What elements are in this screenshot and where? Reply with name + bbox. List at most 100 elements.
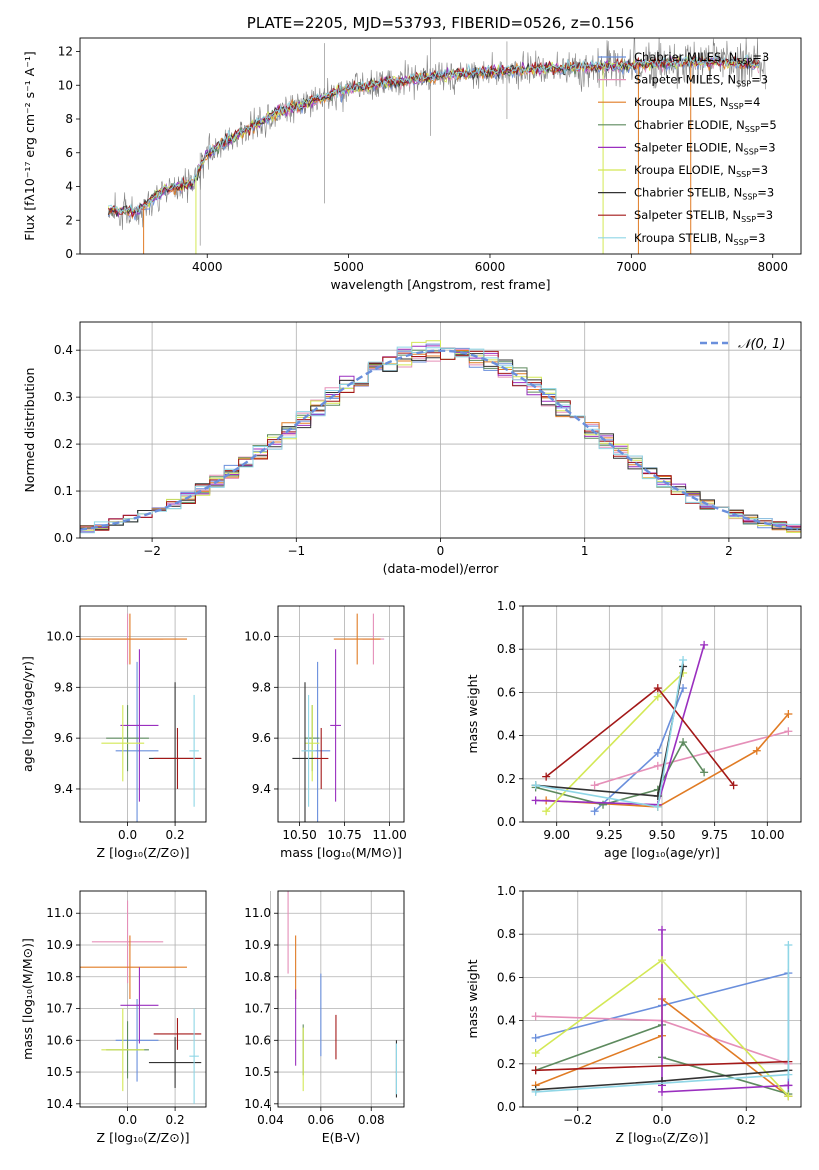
x-tick-label: 10.50 [282, 828, 316, 842]
legend-label: Chabrier STELIB, NSSP=3 [634, 186, 774, 202]
panel-weight_vs_age: 9.00 9.25 9.50 9.75 10.00 0.0 0.2 0.4 0.6 0.8 1.0 a… [465, 599, 802, 860]
panel-mass_vs_Z: 0.0 0.2 10.4 10.5 10.6 10.7 10.8 10.9 11.0 Z [log… [20, 890, 207, 1145]
axes-frame [522, 605, 802, 823]
legend-label: 𝒩(0, 1) [738, 337, 785, 352]
legend-label-text: Chabrier STELIB, N [634, 186, 742, 200]
legend-label-subscript: SSP [736, 80, 751, 89]
legend-label: Salpeter MILES, NSSP=3 [634, 73, 768, 89]
weight-line-salpeter-stelib [535, 1060, 789, 1072]
y-tick-label: 12 [58, 45, 73, 59]
y-tick-label: 9.6 [252, 731, 271, 745]
legend-label-text: Kroupa STELIB, N [634, 231, 734, 245]
legend-label: Kroupa MILES, NSSP=4 [634, 95, 760, 111]
weight-line-salpeter-miles [594, 730, 789, 787]
x-axis-label: age [log₁₀(age/yr)] [604, 845, 720, 860]
y-tick-label: 0.0 [497, 815, 516, 829]
legend-label-subscript: SSP [729, 102, 744, 111]
legend-label-subscript: SSP [745, 125, 760, 134]
plot-area [80, 340, 801, 538]
x-tick-label: 0.0 [652, 1113, 671, 1127]
panel-spectrum: 4000 5000 6000 7000 8000 0 2 4 6 8 10 12 wavelength … [22, 37, 802, 292]
legend-label-tail: =3 [749, 231, 766, 245]
y-tick-label: 10 [58, 78, 73, 92]
legend-label-text: Kroupa ELODIE, N [634, 163, 736, 177]
legend-label-text: Chabrier ELODIE, N [634, 118, 745, 132]
chart-title: PLATE=2205, MJD=53793, FIBERID=0526, z=0… [247, 14, 634, 32]
x-tick-label: 0.0 [118, 828, 137, 842]
y-tick-label: 9.6 [54, 731, 73, 745]
x-tick-label: 2 [725, 544, 733, 558]
legend-label: Salpeter STELIB, NSSP=3 [634, 208, 773, 224]
x-tick-label: 7000 [616, 260, 647, 274]
y-tick-label: 10.7 [46, 1002, 73, 1016]
y-axis-label: Normed distribution [22, 368, 37, 493]
y-tick-label: 0.6 [497, 970, 516, 984]
y-tick-label: 1.0 [497, 599, 516, 613]
y-axis-label: mass weight [465, 959, 480, 1038]
legend-label-text: Salpeter STELIB, N [634, 208, 741, 222]
x-tick-label: 1 [581, 544, 589, 558]
y-tick-label: 9.4 [252, 782, 271, 796]
y-tick-label: 10.6 [46, 1033, 73, 1047]
x-tick-label: 9.75 [701, 828, 728, 842]
y-tick-label: 10.5 [244, 1065, 271, 1079]
y-tick-label: 0.4 [497, 729, 516, 743]
x-tick-label: 0.2 [166, 828, 185, 842]
y-tick-label: 10.8 [244, 970, 271, 984]
x-axis-label: Z [log₁₀(Z/Z⊙)] [97, 845, 190, 860]
legend-label-tail: =3 [757, 186, 774, 200]
y-tick-label: 10.8 [46, 970, 73, 984]
x-tick-label: 0 [437, 544, 445, 558]
normal-reference-curve [80, 349, 799, 531]
y-tick-label: 4 [65, 180, 73, 194]
plot-area [292, 613, 385, 822]
y-tick-label: 0.3 [54, 390, 73, 404]
y-tick-label: 2 [65, 213, 73, 227]
legend-label-subscript: SSP [744, 147, 759, 156]
legend-label-tail: =3 [751, 163, 768, 177]
y-tick-label: 10.0 [244, 629, 271, 643]
axes-frame [277, 605, 405, 823]
legend-label-subscript: SSP [737, 57, 752, 66]
x-axis-label: (data-model)/error [383, 561, 500, 576]
legend-label-text: Salpeter ELODIE, N [634, 140, 744, 154]
y-tick-label: 0.1 [54, 484, 73, 498]
y-tick-label: 0.8 [497, 642, 516, 656]
axes-frame [79, 890, 207, 1108]
x-tick-label: 5000 [333, 260, 364, 274]
x-tick-label: 9.25 [596, 828, 623, 842]
x-tick-label: 0.2 [166, 1113, 185, 1127]
x-tick-label: 10.00 [750, 828, 784, 842]
legend-label: Kroupa ELODIE, NSSP=3 [634, 163, 768, 179]
legend-label-tail: =4 [744, 95, 761, 109]
y-tick-label: 1.0 [497, 884, 516, 898]
legend-label-text: Salpeter MILES, N [634, 73, 736, 87]
x-axis-label: Z [log₁₀(Z/Z⊙)] [97, 1130, 190, 1145]
y-tick-label: 0.8 [497, 927, 516, 941]
y-tick-label: 9.8 [252, 680, 271, 694]
y-tick-label: 10.9 [244, 938, 271, 952]
axes-frame [79, 37, 802, 255]
x-tick-label: 0.2 [737, 1113, 756, 1127]
legend-label-tail: =3 [756, 208, 773, 222]
x-tick-label: 10.75 [327, 828, 361, 842]
y-tick-label: 0.4 [497, 1014, 516, 1028]
y-tick-label: 10.6 [244, 1033, 271, 1047]
plot-area [531, 925, 793, 1101]
panel-mass_vs_ebv: 0.04 0.06 0.08 10.4 10.5 10.6 10.7 10.8 10.9 11.0… [244, 890, 405, 1145]
y-tick-label: 0.6 [497, 685, 516, 699]
y-tick-label: 10.0 [46, 629, 73, 643]
y-axis-label: mass [log₁₀(M/M⊙)] [20, 938, 35, 1060]
panel-age_vs_Z: 0.0 0.2 9.4 9.6 9.8 10.0 Z [log₁₀(Z/Z⊙)] age [l… [20, 605, 207, 860]
y-tick-label: 9.4 [54, 782, 73, 796]
legend-label-tail: =5 [760, 118, 777, 132]
plot-area [80, 900, 202, 1104]
x-tick-label: −2 [143, 544, 161, 558]
y-tick-label: 10.4 [46, 1097, 73, 1111]
axes-frame [79, 605, 207, 823]
axes-frame [79, 321, 802, 539]
y-axis-label: mass weight [465, 674, 480, 753]
legend-label: Kroupa STELIB, NSSP=3 [634, 231, 765, 247]
panel-weight_vs_Z: −0.2 0.0 0.2 0.0 0.2 0.4 0.6 0.8 1.0 Z [log₁₀(Z/Z… [465, 884, 802, 1145]
